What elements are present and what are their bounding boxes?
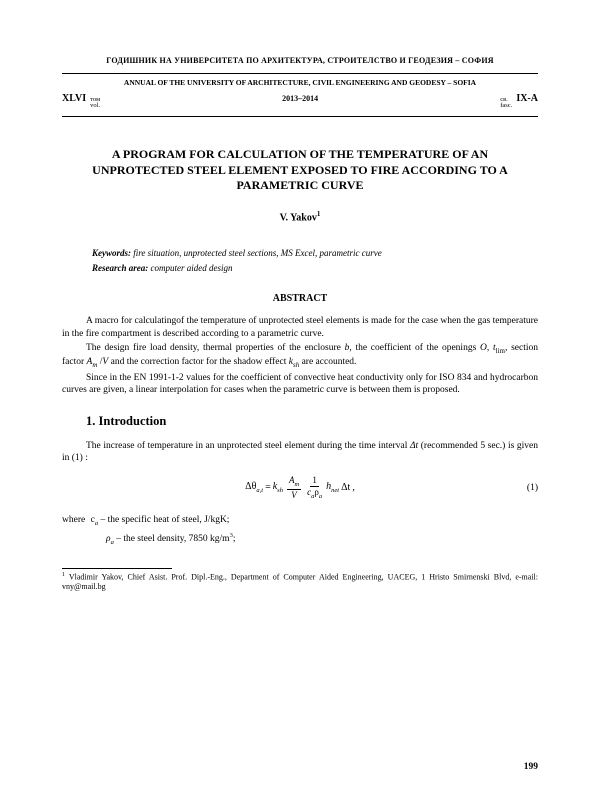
rule-top	[62, 73, 538, 74]
equation-number: (1)	[527, 482, 538, 495]
where-label: where ca – the specific heat of steel, J…	[62, 514, 538, 529]
volume-block: XLVI томvol.	[62, 92, 100, 110]
rule-bottom	[62, 116, 538, 117]
where-line-2: ρa – the steel density, 7850 kg/m3;	[106, 532, 538, 548]
intro-p1: The increase of temperature in an unprot…	[62, 440, 538, 465]
research-area-row: Research area: computer aided design	[92, 262, 508, 274]
keywords-row: Keywords: fire situation, unprotected st…	[92, 247, 508, 259]
fasc-block: св.fasc. IX-A	[500, 92, 538, 110]
volume: XLVI	[62, 92, 86, 106]
page-number: 199	[524, 761, 538, 774]
meta-row: XLVI томvol. 2013–2014 св.fasc. IX-A	[62, 92, 538, 110]
footnote-rule	[62, 568, 172, 569]
vol-label: томvol.	[90, 97, 100, 110]
fasc: IX-A	[516, 92, 538, 106]
journal-title-bg: ГОДИШНИК НА УНИВЕРСИТЕТА ПО АРХИТЕКТУРА,…	[62, 56, 538, 67]
footnote: 1 Vladimir Yakov, Chief Asist. Prof. Dip…	[62, 572, 538, 593]
abstract-p3: Since in the EN 1991-1-2 values for the …	[62, 372, 538, 397]
paper-title: A PROGRAM FOR CALCULATION OF THE TEMPERA…	[72, 147, 528, 194]
section-1-heading: 1. Introduction	[86, 413, 538, 430]
abstract-p1: A macro for calculatingof the temperatur…	[62, 315, 538, 340]
abstract-heading: ABSTRACT	[62, 292, 538, 306]
abstract-p2: The design fire load density, thermal pr…	[62, 342, 538, 370]
author: V. Yakov1	[62, 210, 538, 225]
fasc-label: св.fasc.	[500, 97, 512, 110]
equation-1: Δθa,t = ksh Am V 1 caρa hnet Δt , (1)	[62, 472, 538, 504]
years: 2013–2014	[282, 94, 318, 105]
journal-title-en: ANNUAL OF THE UNIVERSITY OF ARCHITECTURE…	[62, 78, 538, 88]
